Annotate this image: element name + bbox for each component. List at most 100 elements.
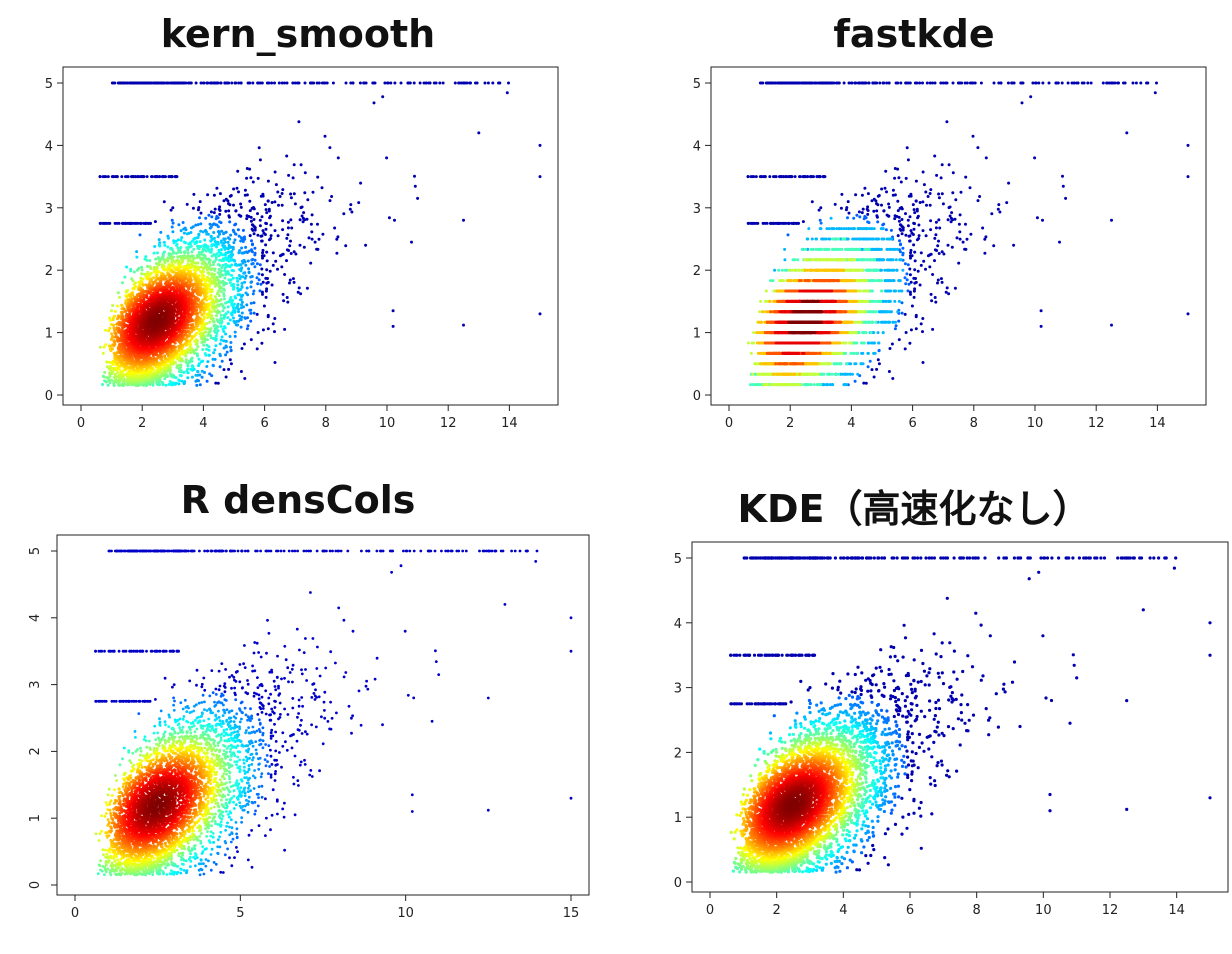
data-point xyxy=(182,227,186,231)
data-point xyxy=(385,81,389,85)
data-point xyxy=(291,277,295,281)
data-point xyxy=(265,287,269,291)
data-point xyxy=(236,293,240,297)
data-point xyxy=(219,221,223,225)
data-point xyxy=(222,199,226,203)
data-point xyxy=(214,334,218,338)
data-point xyxy=(261,251,265,255)
data-point xyxy=(222,245,226,249)
data-point xyxy=(237,234,241,238)
data-point xyxy=(102,345,106,349)
data-point xyxy=(483,81,487,85)
data-point xyxy=(248,308,252,312)
data-point xyxy=(309,222,313,226)
data-point xyxy=(149,267,153,270)
data-point xyxy=(257,272,261,276)
data-point xyxy=(123,275,127,279)
data-point xyxy=(264,208,268,212)
data-point xyxy=(223,266,227,270)
data-point xyxy=(105,365,109,369)
data-point xyxy=(117,221,121,225)
data-point xyxy=(250,258,254,262)
data-point xyxy=(255,262,259,266)
data-point xyxy=(206,81,210,85)
data-point xyxy=(205,379,209,383)
data-point xyxy=(198,310,202,314)
data-point xyxy=(213,240,217,243)
data-point xyxy=(113,81,117,85)
data-point xyxy=(179,250,183,254)
data-point xyxy=(253,265,257,269)
data-point xyxy=(196,345,200,349)
data-point xyxy=(205,365,209,368)
data-point xyxy=(371,81,375,85)
data-point xyxy=(246,324,250,328)
data-point xyxy=(223,247,227,251)
data-point xyxy=(103,370,107,374)
data-point xyxy=(214,381,218,385)
data-point xyxy=(121,316,125,320)
data-point xyxy=(259,282,263,286)
data-point xyxy=(186,248,190,252)
data-point xyxy=(224,353,228,357)
data-point xyxy=(229,278,233,282)
data-point xyxy=(280,192,284,195)
data-point xyxy=(183,251,187,255)
data-point xyxy=(200,262,204,266)
data-point xyxy=(180,236,184,240)
data-point xyxy=(232,241,236,245)
data-point xyxy=(264,295,268,299)
data-point xyxy=(303,191,307,195)
data-point xyxy=(101,351,105,355)
data-point xyxy=(257,146,261,150)
data-point xyxy=(208,372,212,376)
data-point xyxy=(200,313,204,317)
data-point xyxy=(306,198,310,202)
data-point xyxy=(203,238,207,242)
data-point xyxy=(119,370,123,374)
data-point xyxy=(230,268,234,272)
data-point xyxy=(145,296,149,300)
data-point xyxy=(138,233,142,237)
scatter-points xyxy=(98,81,542,388)
data-point xyxy=(241,228,245,232)
data-point xyxy=(116,371,120,375)
data-point xyxy=(215,292,219,295)
data-point xyxy=(245,167,249,170)
data-point xyxy=(270,283,274,287)
data-point xyxy=(225,257,229,261)
data-point xyxy=(273,170,277,174)
data-point xyxy=(193,242,197,246)
data-point xyxy=(233,295,237,299)
data-point xyxy=(248,234,252,238)
data-point xyxy=(219,248,223,252)
data-point xyxy=(197,233,201,237)
data-point xyxy=(209,334,213,338)
data-point xyxy=(193,339,197,343)
data-point xyxy=(209,327,213,331)
data-point xyxy=(177,223,181,227)
data-point xyxy=(184,241,188,245)
data-point xyxy=(253,228,257,232)
data-point xyxy=(208,226,212,230)
data-point xyxy=(222,232,226,236)
data-point xyxy=(206,360,210,364)
data-point xyxy=(224,332,228,336)
data-point xyxy=(276,234,280,238)
data-point xyxy=(145,258,149,262)
data-point xyxy=(220,359,224,363)
data-point xyxy=(281,292,285,296)
data-point xyxy=(229,345,233,349)
data-point xyxy=(106,175,110,179)
data-point xyxy=(303,81,307,85)
data-point xyxy=(441,81,445,85)
data-point xyxy=(173,260,177,264)
data-point xyxy=(198,301,202,305)
data-point xyxy=(280,203,284,207)
data-point xyxy=(215,186,219,190)
data-point xyxy=(194,324,198,328)
data-point xyxy=(194,373,198,377)
data-point xyxy=(228,237,232,241)
data-point xyxy=(144,255,148,259)
